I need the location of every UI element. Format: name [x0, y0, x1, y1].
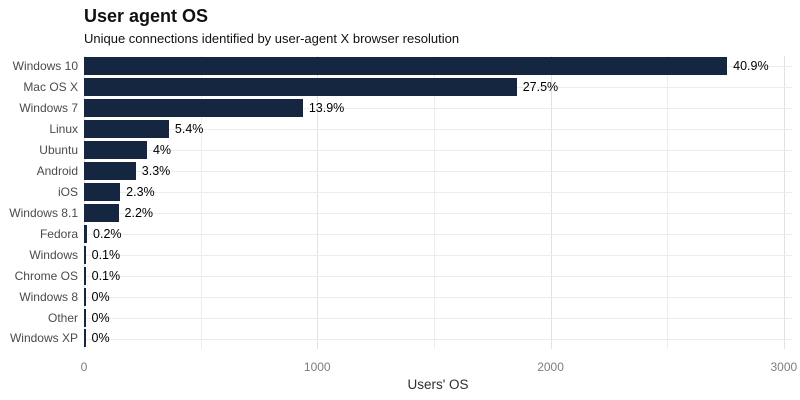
horizontal-gridline [84, 171, 792, 173]
horizontal-gridline [84, 338, 792, 340]
bar-row: 0.1% [84, 244, 792, 265]
value-label: 3.3% [141, 164, 171, 179]
horizontal-gridline [84, 296, 792, 298]
bar [84, 182, 121, 201]
bar-row: 40.9% [84, 56, 792, 77]
category-label: Windows 8.1 [9, 205, 78, 220]
bar [84, 99, 303, 118]
y-axis-category-labels: Windows 10 Mac OS X Windows 7 Linux Ubuntu An… [0, 56, 78, 349]
bar-row: 0% [84, 307, 792, 328]
category-label: Android [36, 164, 78, 179]
bar [84, 329, 86, 348]
vertical-gridline [550, 56, 552, 349]
category-label: Linux [49, 122, 78, 137]
vertical-gridline [783, 56, 785, 349]
value-label: 0% [91, 289, 110, 304]
value-label: 2.3% [126, 184, 155, 199]
bar-row: 4% [84, 140, 792, 161]
value-label: 4% [152, 143, 172, 158]
category-label: Fedora [39, 226, 78, 241]
value-label: 0% [91, 310, 110, 325]
bar [84, 224, 88, 243]
horizontal-gridline [84, 233, 792, 235]
plot-area: 40.9% 27.5% 13.9% 5.4% 4% 3.3% 2.3% 2.2% 0.2% 0.1… [84, 56, 792, 349]
bar-row: 0.1% [84, 265, 792, 286]
horizontal-gridline [84, 129, 792, 131]
category-label: Windows XP [9, 331, 78, 346]
bar-row: 13.9% [84, 98, 792, 119]
horizontal-gridline [84, 108, 792, 110]
x-axis-title: Users' OS [407, 377, 469, 392]
bar [84, 57, 728, 76]
chart-subtitle: Unique connections identified by user-ag… [84, 31, 460, 46]
bars-layer: 40.9% 27.5% 13.9% 5.4% 4% 3.3% 2.3% 2.2% 0.2% 0.1… [84, 56, 792, 349]
bar-row: 3.3% [84, 161, 792, 182]
horizontal-gridline [84, 150, 792, 152]
vertical-gridline [317, 56, 319, 349]
vertical-gridline [84, 56, 85, 349]
value-label: 0% [91, 331, 110, 346]
value-label: 2.2% [124, 205, 154, 220]
category-label: Mac OS X [23, 80, 78, 95]
horizontal-gridline [84, 275, 792, 277]
category-label: Chrome OS [14, 268, 78, 283]
horizontal-gridline [84, 212, 792, 214]
chart-title: User agent OS [84, 6, 209, 26]
value-label: 0.1% [91, 268, 121, 283]
x-tick-label: 2000 [537, 360, 564, 374]
bar-row: 0.2% [84, 223, 792, 244]
bar [84, 162, 136, 181]
category-label: Ubuntu [39, 143, 78, 158]
bar [84, 287, 86, 306]
x-tick-label: 1000 [303, 360, 331, 374]
category-label: iOS [57, 184, 78, 199]
vertical-gridline-minor [433, 56, 435, 349]
value-label: 13.9% [308, 101, 345, 116]
category-label: Windows 10 [12, 59, 78, 74]
vertical-gridline-minor [200, 56, 202, 349]
vertical-gridline-minor [667, 56, 669, 349]
category-label: Other [47, 310, 78, 325]
bar [84, 266, 86, 285]
category-label: Windows [29, 247, 78, 262]
value-label: 40.9% [733, 59, 769, 74]
category-label: Windows 8 [19, 289, 78, 304]
bar [84, 245, 86, 264]
value-label: 5.4% [174, 122, 204, 137]
bar [84, 203, 119, 222]
horizontal-gridline [84, 192, 792, 194]
x-axis-tick-labels: 0 1000 2000 3000 [80, 360, 798, 375]
bar [84, 120, 169, 139]
horizontal-gridline [84, 317, 792, 319]
bar [84, 78, 517, 97]
value-label: 27.5% [522, 80, 559, 95]
bar-row: 5.4% [84, 119, 792, 140]
bar-row: 27.5% [84, 77, 792, 98]
bar-row: 0% [84, 286, 792, 307]
bar-row: 2.3% [84, 182, 792, 203]
x-tick-label: 0 [80, 360, 88, 374]
value-label: 0.2% [93, 226, 122, 241]
category-label: Windows 7 [19, 101, 78, 116]
x-tick-label: 3000 [770, 360, 798, 374]
horizontal-gridline [84, 254, 792, 256]
bar-row: 2.2% [84, 202, 792, 223]
value-label: 0.1% [91, 247, 121, 262]
bar [84, 141, 147, 160]
bar [84, 308, 86, 327]
bar-row: 0% [84, 328, 792, 349]
